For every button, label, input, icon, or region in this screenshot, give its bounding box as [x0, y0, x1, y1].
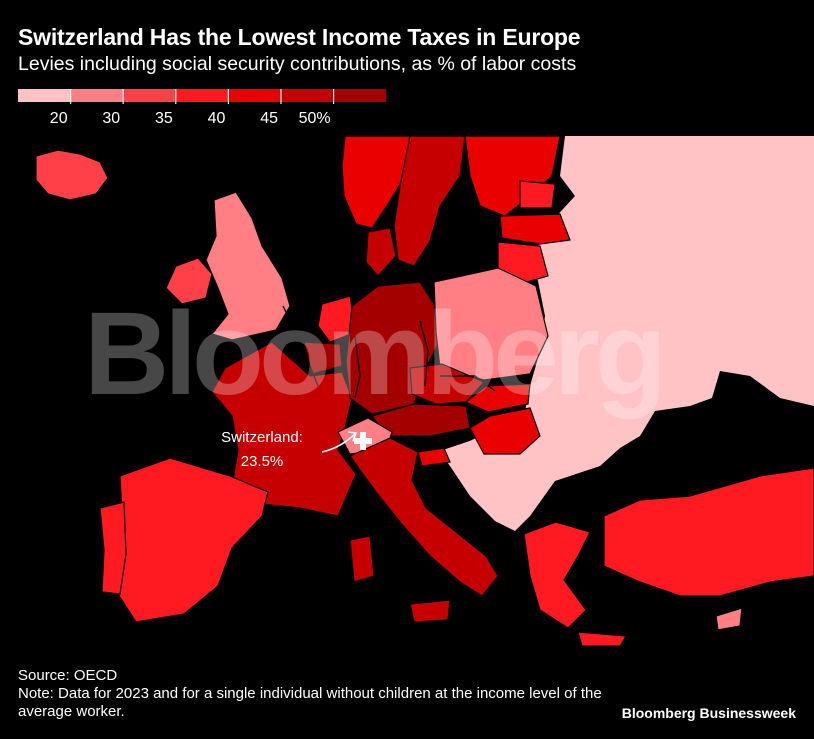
legend-swatch — [70, 89, 124, 102]
country-netherlands — [317, 295, 357, 343]
legend-tick-label: 20 — [50, 110, 68, 127]
country-portugal — [99, 501, 127, 595]
country-spain — [117, 457, 269, 623]
country-france — [211, 341, 357, 517]
country-slovenia — [417, 447, 451, 467]
country-iceland — [35, 149, 109, 201]
bloomberg-watermark: Bloomberg — [84, 288, 667, 420]
chart-title: Switzerland Has the Lowest Income Taxes … — [18, 24, 581, 50]
country-slovakia — [464, 383, 531, 413]
legend-tick-label: 45 — [260, 110, 278, 127]
legend-tick-label: 35 — [155, 110, 173, 127]
country-ireland — [165, 257, 213, 305]
brand-logo-text: Bloomberg Businessweek — [621, 705, 796, 721]
country-latvia — [499, 213, 571, 245]
legend-swatch — [333, 89, 387, 102]
legend-swatch — [123, 89, 176, 102]
annotation-value: 23.5% — [241, 453, 284, 470]
country-turkey — [603, 467, 814, 597]
region-belarus — [540, 236, 590, 301]
annotation-arrow — [321, 433, 356, 453]
country-cyprus — [715, 607, 743, 631]
annotation-label: Switzerland: — [221, 429, 303, 446]
country-denmark — [365, 227, 397, 277]
country-italy — [349, 437, 499, 623]
legend-tick-label: 30 — [102, 110, 120, 127]
country-greece — [523, 521, 628, 647]
country-poland — [433, 267, 549, 381]
legend-tick-label: 40 — [208, 110, 226, 127]
legend-swatch — [281, 89, 334, 102]
country-uk — [205, 191, 291, 341]
legend-swatch — [228, 89, 281, 102]
annotation-arrowhead — [347, 431, 358, 442]
color-legend: 20 30 35 40 45 50% — [18, 89, 387, 127]
legend-swatch — [18, 89, 71, 102]
chart-subtitle: Levies including social security contrib… — [18, 53, 577, 75]
switzerland-annotation: Switzerland: 23.5% — [221, 429, 358, 470]
country-finland — [464, 136, 561, 217]
country-estonia — [519, 180, 556, 209]
country-borders — [282, 305, 496, 399]
footnote: Note: Data for 2023 and for a single ind… — [18, 685, 602, 720]
border-line — [419, 320, 429, 387]
europe-map: Switzerland: 23.5% — [35, 136, 814, 647]
country-sweden — [393, 136, 466, 267]
border-line — [282, 305, 319, 387]
border-line — [440, 375, 496, 392]
legend-swatch — [175, 89, 229, 102]
border-line — [354, 335, 361, 399]
country-hungary — [469, 407, 541, 455]
source-note: Source: OECD — [18, 667, 118, 684]
legend-tick-label: 50% — [299, 110, 331, 127]
swiss-cross-icon — [354, 432, 372, 450]
